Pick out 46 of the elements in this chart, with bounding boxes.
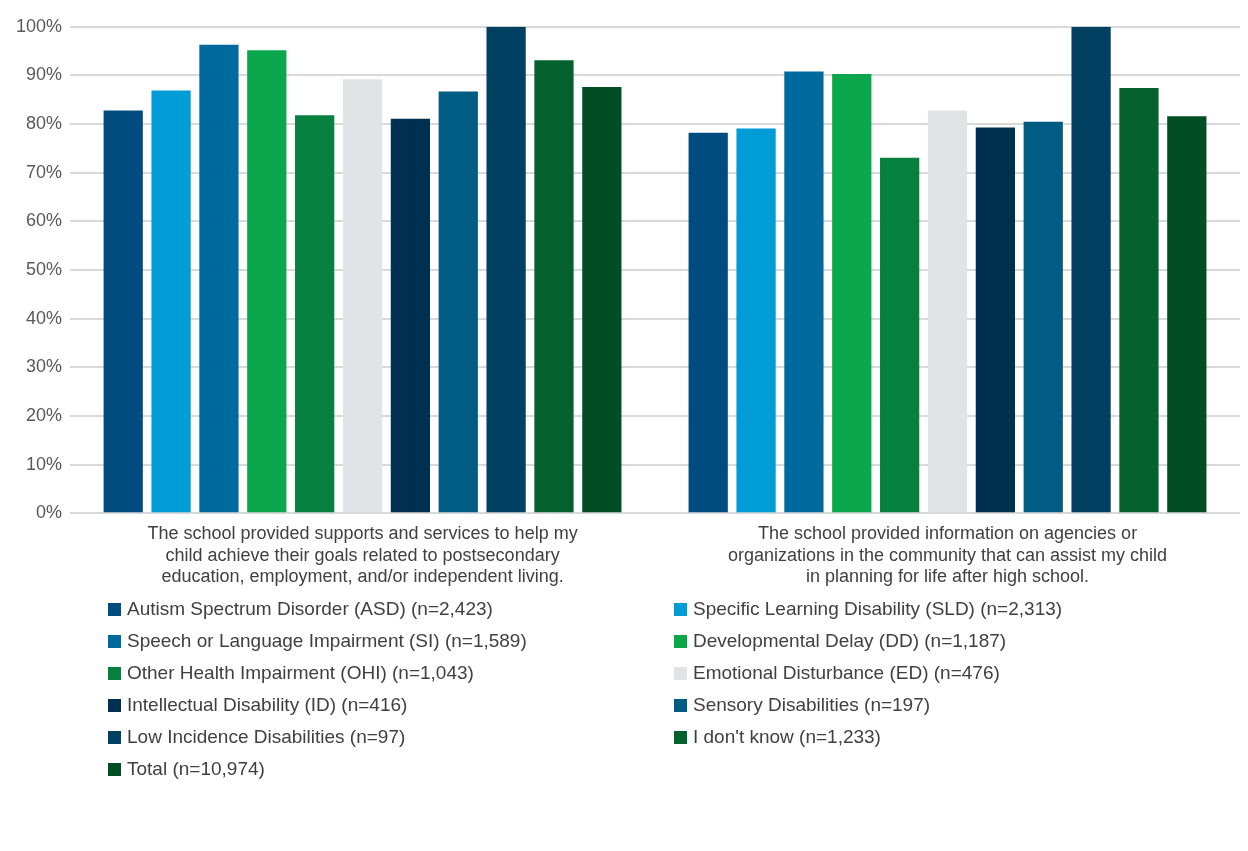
y-tick-label: 70%	[26, 161, 63, 182]
y-tick-label: 100%	[15, 15, 63, 36]
legend-label: Intellectual Disability (ID) (n=416)	[127, 694, 408, 716]
legend-label: Sensory Disabilities (n=197)	[693, 694, 931, 716]
y-tick-label: 50%	[26, 258, 63, 279]
bar	[1071, 26, 1111, 513]
bar	[199, 44, 239, 513]
legend-label: Speech or Language Impairment (SI) (n=1,589)	[127, 630, 527, 652]
bar	[1167, 116, 1207, 513]
bar	[486, 26, 526, 513]
bar	[736, 128, 776, 513]
legend-label: Total (n=10,974)	[127, 758, 265, 780]
y-tick-label: 80%	[26, 113, 63, 134]
bar	[880, 157, 920, 513]
bar	[688, 132, 728, 513]
bar	[103, 110, 143, 513]
y-tick-label: 0%	[36, 502, 63, 523]
bar	[975, 127, 1015, 513]
legend-label: Other Health Impairment (OHI) (n=1,043)	[127, 662, 474, 684]
y-tick-label: 90%	[26, 64, 63, 85]
bar	[534, 60, 574, 513]
bar	[927, 110, 968, 513]
bar	[784, 71, 824, 513]
bar	[1119, 88, 1159, 513]
bar	[390, 118, 431, 513]
y-tick-label: 40%	[26, 307, 63, 328]
x-tick-label: The school provided supports and services to help my child achieve their goals related to postsecondary education, employment, and/or independent living.	[147, 522, 578, 587]
y-tick-label: 10%	[26, 453, 63, 474]
y-tick-label: 20%	[26, 404, 63, 425]
legend-label: I don't know (n=1,233)	[693, 726, 881, 748]
legend-label: Low Incidence Disabilities (n=97)	[127, 726, 406, 748]
bar	[438, 91, 478, 513]
x-tick-label: The school provided information on agencies or organizations in the community that can assist my child in planning for life after high school.	[727, 522, 1168, 587]
bar	[582, 87, 622, 513]
y-tick-label: 30%	[26, 356, 63, 377]
bar	[151, 90, 191, 513]
legend-label: Developmental Delay (DD) (n=1,187)	[693, 630, 1007, 652]
bar	[247, 50, 287, 513]
bar	[342, 79, 383, 513]
legend-label: Autism Spectrum Disorder (ASD) (n=2,423)	[127, 598, 493, 620]
legend-label: Emotional Disturbance (ED) (n=476)	[693, 662, 1000, 684]
bar	[1023, 121, 1063, 513]
legend-label: Specific Learning Disability (SLD) (n=2,313)	[693, 598, 1063, 620]
bar	[295, 115, 335, 513]
y-tick-label: 60%	[26, 210, 63, 231]
bar	[832, 73, 872, 513]
